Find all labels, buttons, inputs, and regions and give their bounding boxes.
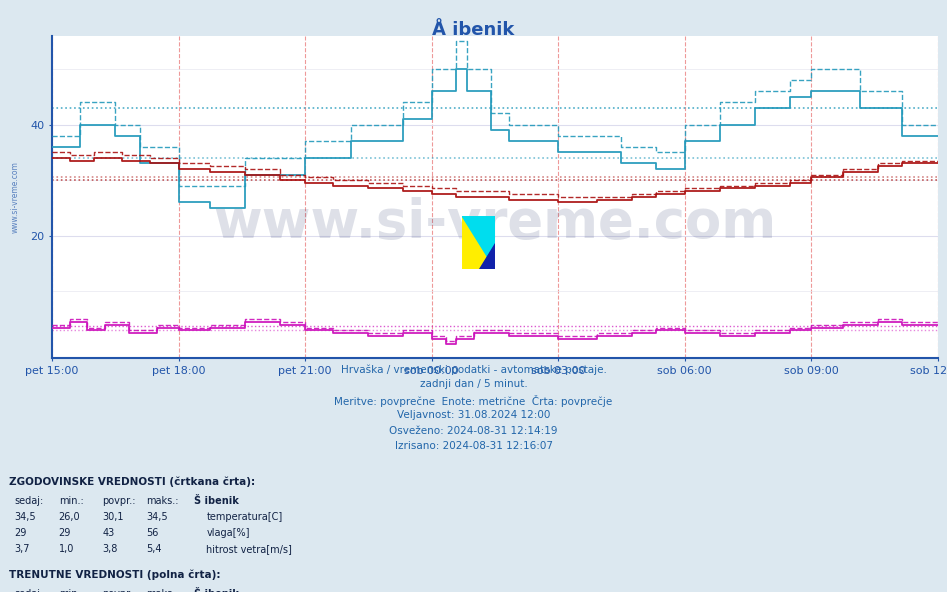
Text: Å ibenik: Å ibenik <box>433 21 514 38</box>
Text: 3,7: 3,7 <box>14 544 29 554</box>
Text: 26,0: 26,0 <box>59 512 80 522</box>
Text: hitrost vetra[m/s]: hitrost vetra[m/s] <box>206 544 293 554</box>
Text: Hrvaška / vremenski podatki - avtomatske postaje.: Hrvaška / vremenski podatki - avtomatske… <box>341 364 606 375</box>
Text: sedaj:: sedaj: <box>14 496 44 506</box>
Text: ZGODOVINSKE VREDNOSTI (črtkana črta):: ZGODOVINSKE VREDNOSTI (črtkana črta): <box>9 477 256 487</box>
Text: 29: 29 <box>59 528 71 538</box>
Text: maks.:: maks.: <box>146 589 178 592</box>
Polygon shape <box>479 243 495 269</box>
Text: temperatura[C]: temperatura[C] <box>206 512 283 522</box>
Text: Š ibenik: Š ibenik <box>194 496 239 506</box>
Text: Izrisano: 2024-08-31 12:16:07: Izrisano: 2024-08-31 12:16:07 <box>395 441 552 451</box>
Text: Meritve: povprečne  Enote: metrične  Črta: povprečje: Meritve: povprečne Enote: metrične Črta:… <box>334 395 613 407</box>
Text: Osveženo: 2024-08-31 12:14:19: Osveženo: 2024-08-31 12:14:19 <box>389 426 558 436</box>
Text: 34,5: 34,5 <box>146 512 168 522</box>
Text: 29: 29 <box>14 528 27 538</box>
Text: zadnji dan / 5 minut.: zadnji dan / 5 minut. <box>420 379 527 390</box>
Text: 34,5: 34,5 <box>14 512 36 522</box>
Text: TRENUTNE VREDNOSTI (polna črta):: TRENUTNE VREDNOSTI (polna črta): <box>9 570 221 580</box>
Polygon shape <box>462 216 495 269</box>
Text: maks.:: maks.: <box>146 496 178 506</box>
Text: 1,0: 1,0 <box>59 544 74 554</box>
Text: 3,8: 3,8 <box>102 544 117 554</box>
Text: povpr.:: povpr.: <box>102 589 135 592</box>
Text: www.si-vreme.com: www.si-vreme.com <box>213 197 777 249</box>
Text: 56: 56 <box>146 528 158 538</box>
Text: 5,4: 5,4 <box>146 544 161 554</box>
Text: vlaga[%]: vlaga[%] <box>206 528 250 538</box>
Text: Veljavnost: 31.08.2024 12:00: Veljavnost: 31.08.2024 12:00 <box>397 410 550 420</box>
Text: Š ibenik: Š ibenik <box>194 589 239 592</box>
Text: sedaj:: sedaj: <box>14 589 44 592</box>
Polygon shape <box>462 216 495 269</box>
Text: min.:: min.: <box>59 496 83 506</box>
Text: 30,1: 30,1 <box>102 512 124 522</box>
Text: povpr.:: povpr.: <box>102 496 135 506</box>
Text: www.si-vreme.com: www.si-vreme.com <box>10 161 19 233</box>
Text: min.:: min.: <box>59 589 83 592</box>
Text: 43: 43 <box>102 528 115 538</box>
